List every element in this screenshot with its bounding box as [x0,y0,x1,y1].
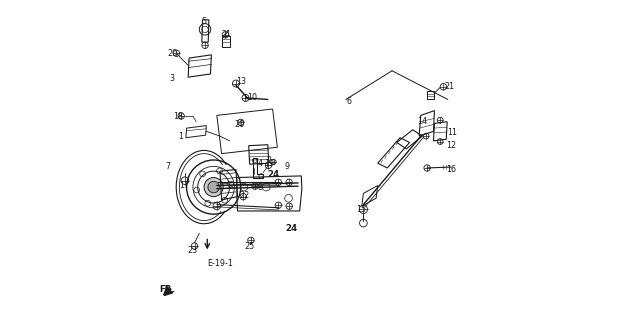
Text: 21: 21 [445,82,455,91]
Text: 1: 1 [178,132,183,140]
Text: 16: 16 [446,165,456,174]
Text: 20: 20 [167,49,177,58]
Text: 3: 3 [170,74,175,83]
Text: 15: 15 [356,205,366,214]
Text: 11: 11 [448,128,458,137]
Text: 21: 21 [221,30,232,39]
Circle shape [204,178,223,197]
Text: 25: 25 [244,242,255,251]
Text: FR.: FR. [160,284,175,293]
Text: 10: 10 [247,93,257,102]
Text: 24: 24 [267,170,279,179]
Text: 14: 14 [417,117,426,126]
Text: 4: 4 [257,159,263,168]
Text: 2: 2 [267,156,272,164]
Text: 24: 24 [286,224,298,233]
Text: 17: 17 [179,181,189,190]
Text: 12: 12 [446,141,456,150]
Circle shape [208,181,219,193]
Text: 8: 8 [257,183,263,192]
Text: 5: 5 [202,17,207,26]
Text: 18: 18 [173,113,183,122]
Text: 7: 7 [165,162,170,171]
Text: 19: 19 [264,159,274,168]
Text: 23: 23 [187,246,197,255]
Text: 13: 13 [236,77,246,86]
Text: 20: 20 [234,120,244,130]
Text: E-19-1: E-19-1 [207,259,233,268]
Text: 6: 6 [347,97,352,106]
Text: 9: 9 [284,162,290,171]
Text: 22: 22 [239,190,250,200]
